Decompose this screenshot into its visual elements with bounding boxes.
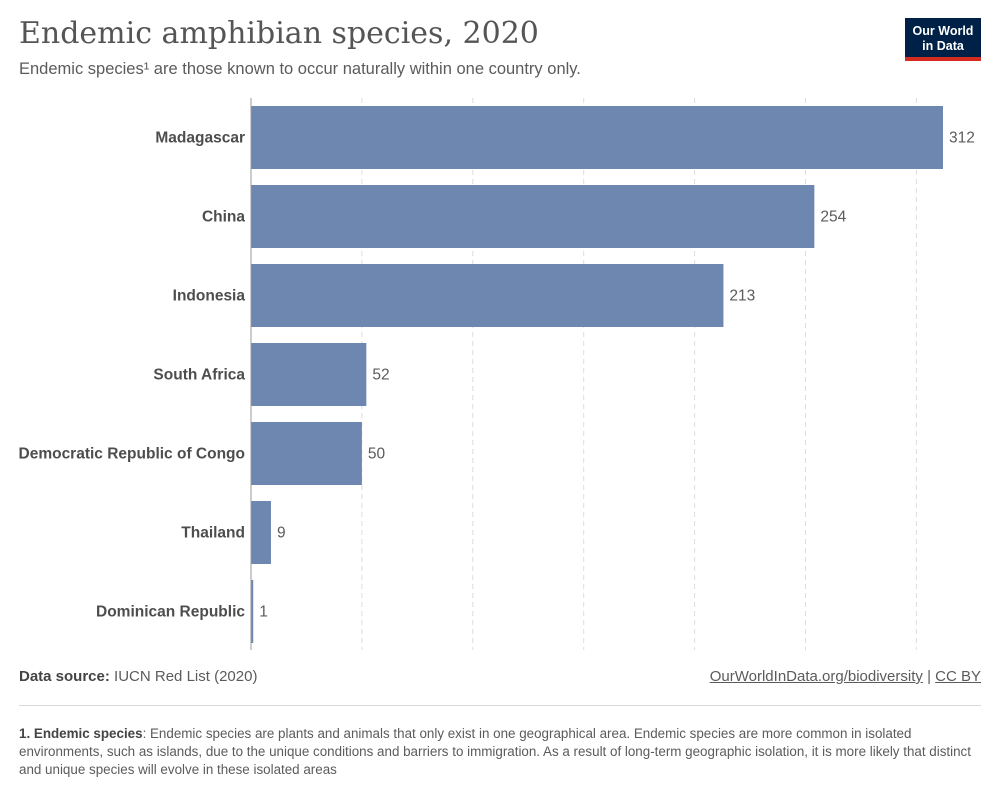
data-source: Data source: IUCN Red List (2020) — [19, 668, 257, 685]
footnote-term: 1. Endemic species — [19, 726, 143, 741]
category-label-3: South Africa — [153, 367, 245, 384]
source-label: Data source: — [19, 668, 110, 685]
license-link[interactable]: CC BY — [935, 668, 981, 685]
bar-0 — [251, 106, 943, 169]
footnote-text: : Endemic species are plants and animals… — [19, 726, 971, 777]
data-label-0: 312 — [949, 130, 975, 147]
chart-title: Endemic amphibian species, 2020 — [19, 16, 539, 51]
owid-logo[interactable]: Our World in Data — [905, 18, 981, 61]
category-label-2: Indonesia — [173, 288, 246, 305]
license-info: OurWorldInData.org/biodiversity | CC BY — [710, 668, 981, 685]
logo-accent-bar — [905, 57, 981, 61]
data-label-6: 1 — [259, 604, 268, 621]
logo-line-1: Our World — [912, 24, 974, 38]
category-label-5: Thailand — [181, 525, 245, 542]
license-separator: | — [927, 668, 931, 685]
data-label-4: 50 — [368, 446, 386, 463]
bar-2 — [251, 264, 724, 327]
bar-4 — [251, 422, 362, 485]
bar-chart: Madagascar 312 China 254 Indonesia 213 South A… — [19, 98, 975, 650]
bar-6 — [251, 580, 254, 643]
data-label-5: 9 — [277, 525, 286, 542]
category-label-4: Democratic Republic of Congo — [19, 446, 246, 463]
data-label-2: 213 — [729, 288, 755, 305]
source-url-link[interactable]: OurWorldInData.org/biodiversity — [709, 668, 923, 685]
bar-3 — [251, 343, 367, 406]
footer-divider — [19, 705, 981, 706]
footnote: 1. Endemic species: Endemic species are … — [19, 725, 981, 779]
category-label-0: Madagascar — [155, 130, 245, 147]
category-label-6: Dominican Republic — [96, 604, 245, 621]
source-text: IUCN Red List (2020) — [114, 668, 258, 685]
category-label-1: China — [202, 209, 245, 226]
logo-line-2: in Data — [922, 39, 964, 53]
bar-5 — [251, 501, 271, 564]
data-label-1: 254 — [820, 209, 846, 226]
chart-subtitle: Endemic species¹ are those known to occu… — [19, 60, 581, 78]
data-label-3: 52 — [372, 367, 389, 384]
bar-1 — [251, 185, 815, 248]
